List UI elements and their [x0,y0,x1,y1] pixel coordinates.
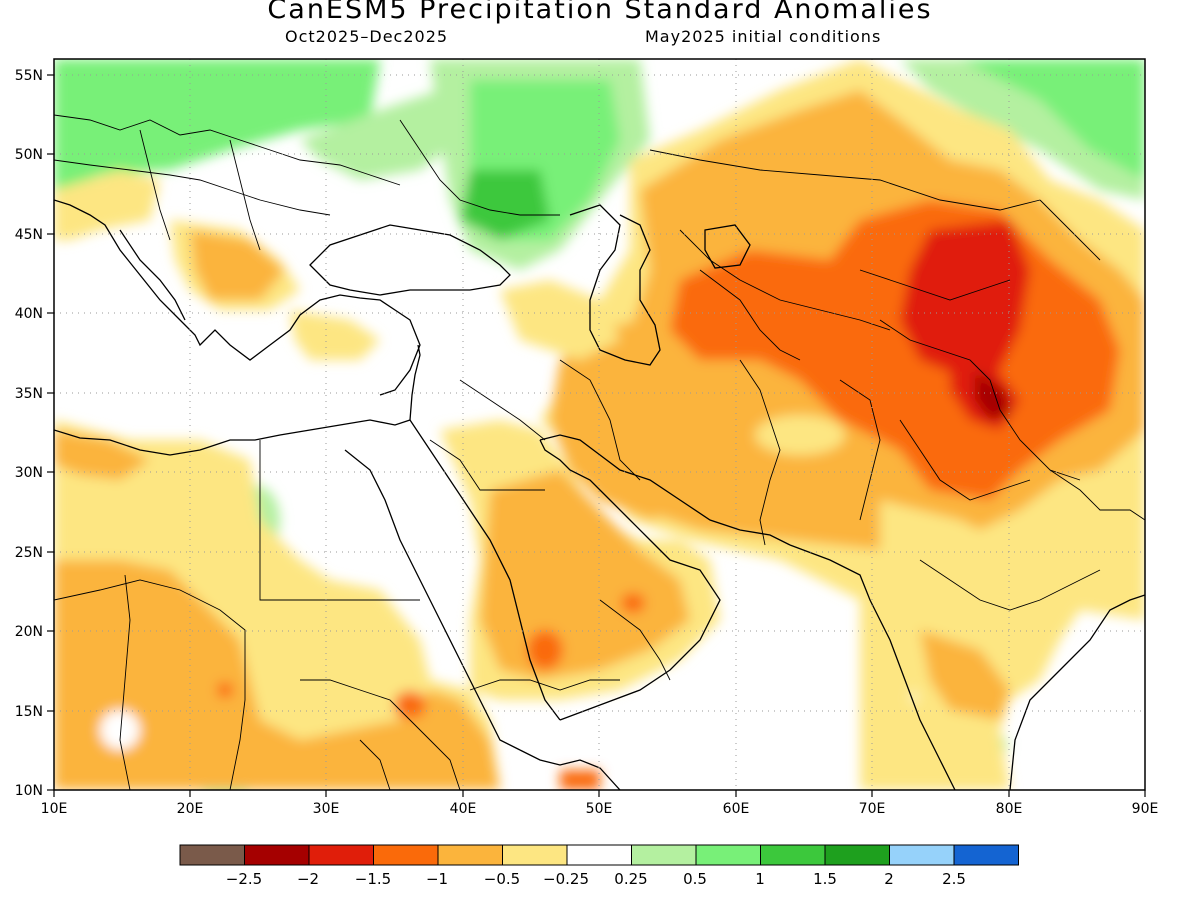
anomaly-field [54,59,1145,790]
x-tick-label: 40E [450,801,477,817]
forecast-period: Oct2025–Dec2025 [285,27,449,46]
x-tick-label: 90E [1132,801,1159,817]
y-tick-label: 55N [15,68,43,84]
colorbar-label: 1.5 [813,870,837,888]
tick-marks [47,74,1146,797]
country-borders [54,114,1145,790]
colorbar-label: 1 [755,870,765,888]
x-tick-label: 10E [41,801,68,817]
initial-conditions: May2025 initial conditions [645,27,882,46]
colorbar-swatch [631,844,697,866]
y-tick-label: 30N [15,465,43,481]
colorbar-swatch [566,844,632,866]
colorbar-swatch [437,844,503,866]
colorbar-swatch [179,844,245,866]
colorbar-label: 0.5 [683,870,707,888]
colorbar-swatch [953,844,1019,866]
y-tick-label: 20N [15,624,43,640]
colorbar-label: 2 [884,870,894,888]
colorbar-label: −2 [297,870,319,888]
y-tick-label: 25N [15,545,43,561]
colorbar-labels: −2.5 −2 −1.5 −1 −0.5 −0.25 0.25 0.5 1 1.… [226,870,966,888]
colorbar-swatch [889,844,955,866]
x-tick-label: 80E [996,801,1023,817]
x-axis-labels: 10E 20E 30E 40E 50E 60E 70E 80E 90E [41,801,1159,817]
colorbar-swatch [244,844,310,866]
y-tick-label: 45N [15,227,43,243]
x-tick-label: 30E [313,801,340,817]
colorbar-swatch [824,844,890,866]
y-axis-labels: 10N 15N 20N 25N 30N 35N 40N 45N 50N 55N [15,68,43,799]
colorbar-label: −1.5 [355,870,391,888]
coastlines [54,199,1145,790]
colorbar-label: −2.5 [226,870,262,888]
y-tick-label: 40N [15,306,43,322]
map-title: CanESM5 Precipitation Standard Anomalies [267,0,933,25]
colorbar-label: 0.25 [614,870,647,888]
y-tick-label: 35N [15,386,43,402]
colorbar: −2.5 −2 −1.5 −1 −0.5 −0.25 0.25 0.5 1 1.… [179,844,1019,888]
x-tick-label: 50E [586,801,613,817]
x-tick-label: 70E [859,801,886,817]
colorbar-swatch [760,844,826,866]
colorbar-label: −0.5 [484,870,520,888]
colorbar-swatch [373,844,439,866]
colorbar-swatch [695,844,761,866]
colorbar-label: −1 [426,870,448,888]
y-tick-label: 15N [15,704,43,720]
colorbar-label: −0.25 [543,870,589,888]
colorbar-swatch [502,844,568,866]
x-tick-label: 20E [177,801,204,817]
y-tick-label: 10N [15,783,43,799]
y-tick-label: 50N [15,147,43,163]
colorbar-swatch [308,844,374,866]
x-tick-label: 60E [723,801,750,817]
colorbar-swatches [179,844,1019,866]
colorbar-label: 2.5 [942,870,966,888]
